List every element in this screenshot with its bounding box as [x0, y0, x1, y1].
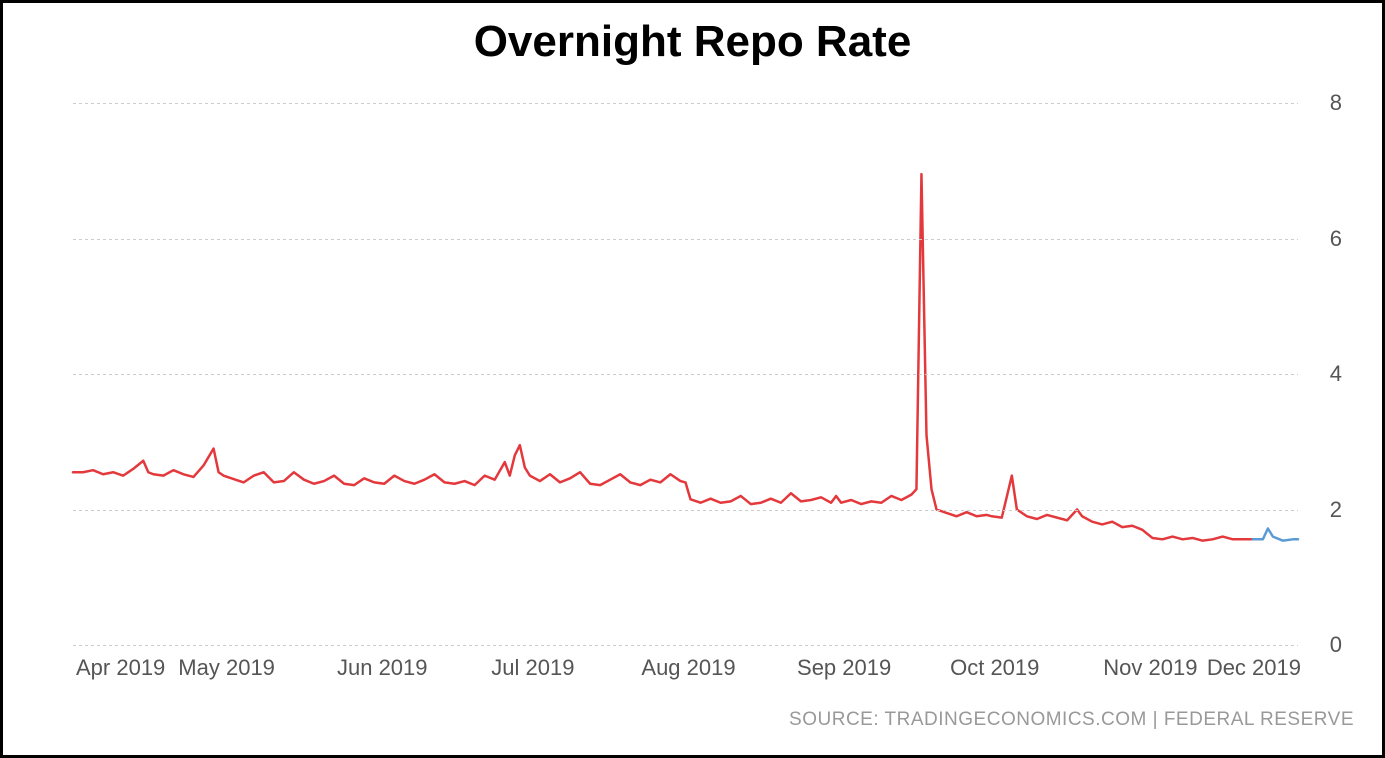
y-tick-label: 0: [1320, 632, 1342, 658]
chart-area: 02468: [43, 103, 1342, 645]
plot-area: 02468: [73, 103, 1298, 645]
x-tick-label: Jul 2019: [491, 655, 574, 681]
y-gridline: [73, 510, 1298, 511]
x-tick-label: Jun 2019: [337, 655, 428, 681]
x-tick-label: Apr 2019: [76, 655, 165, 681]
y-tick-label: 6: [1320, 226, 1342, 252]
source-attribution: SOURCE: TRADINGECONOMICS.COM | FEDERAL R…: [789, 709, 1354, 731]
y-tick-label: 2: [1320, 497, 1342, 523]
x-tick-label: Sep 2019: [797, 655, 891, 681]
y-gridline: [73, 103, 1298, 104]
y-gridline: [73, 645, 1298, 646]
repo-rate-recent: [1253, 528, 1298, 540]
y-tick-label: 8: [1320, 90, 1342, 116]
y-gridline: [73, 239, 1298, 240]
x-tick-label: Oct 2019: [950, 655, 1039, 681]
y-tick-label: 4: [1320, 361, 1342, 387]
chart-frame: Overnight Repo Rate 02468 SOURCE: TRADIN…: [0, 0, 1385, 758]
x-tick-label: Aug 2019: [641, 655, 735, 681]
x-tick-label: Nov 2019: [1103, 655, 1197, 681]
x-tick-label: Dec 2019: [1207, 655, 1301, 681]
y-gridline: [73, 374, 1298, 375]
x-tick-label: May 2019: [178, 655, 275, 681]
repo-rate-main: [73, 174, 1253, 541]
chart-title: Overnight Repo Rate: [3, 3, 1382, 67]
